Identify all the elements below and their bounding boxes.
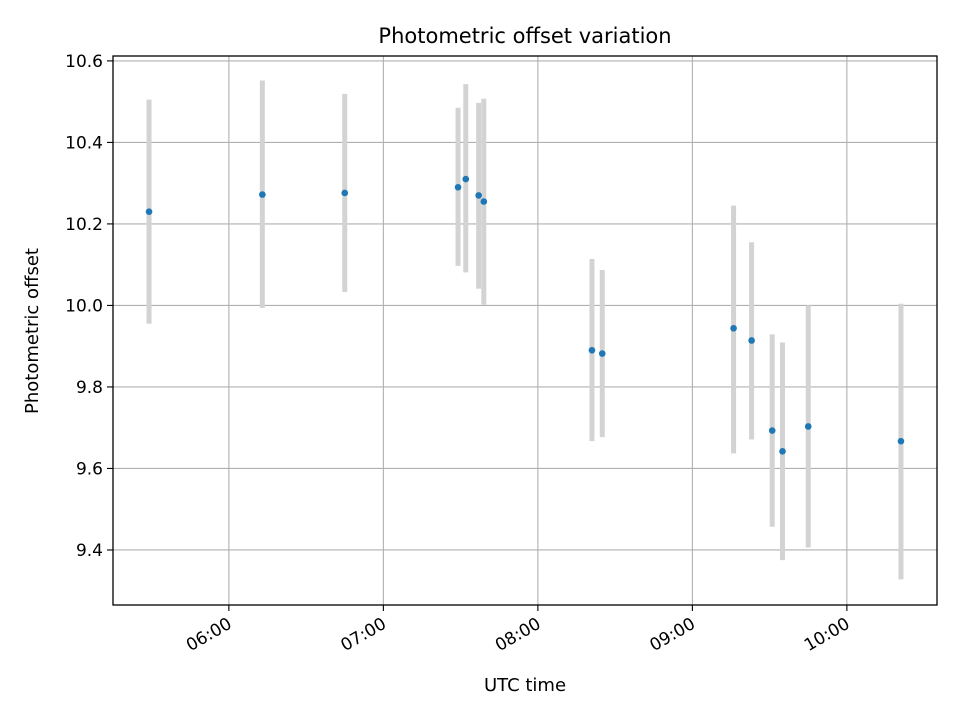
data-point: [475, 192, 482, 199]
grid: [113, 56, 937, 605]
data-point: [341, 189, 349, 197]
plot-frame: [112, 55, 938, 606]
y-tick-label: 9.4: [76, 541, 103, 561]
y-tick-label: 10.4: [65, 133, 103, 153]
data-point: [730, 324, 737, 332]
data-point: [779, 448, 786, 455]
data-point: [462, 175, 470, 183]
y-tick-label: 10.6: [65, 52, 103, 72]
data-point: [598, 350, 606, 357]
data-point: [768, 427, 776, 434]
y-axis: 9.4 9.6 9.8 10.0 10.2 10.4 10.6: [65, 52, 113, 561]
y-axis-label: Photometric offset: [22, 248, 43, 414]
plot-area: [112, 55, 938, 606]
y-tick-label: 10.0: [65, 296, 103, 316]
y-tick-label: 9.8: [76, 378, 103, 398]
y-tick-label: 10.2: [65, 215, 103, 235]
data-point: [588, 346, 596, 354]
x-axis-label: UTC time: [484, 675, 566, 696]
data-point: [145, 208, 153, 215]
data-point: [454, 183, 462, 191]
chart-title: Photometric offset variation: [378, 24, 671, 48]
plot-background: [113, 56, 937, 605]
data-point: [259, 191, 266, 198]
y-tick-label: 9.6: [76, 459, 103, 479]
data-points: [145, 175, 905, 455]
data-point: [897, 437, 905, 445]
data-point: [804, 423, 812, 430]
data-point: [748, 337, 755, 344]
data-point: [480, 198, 488, 205]
